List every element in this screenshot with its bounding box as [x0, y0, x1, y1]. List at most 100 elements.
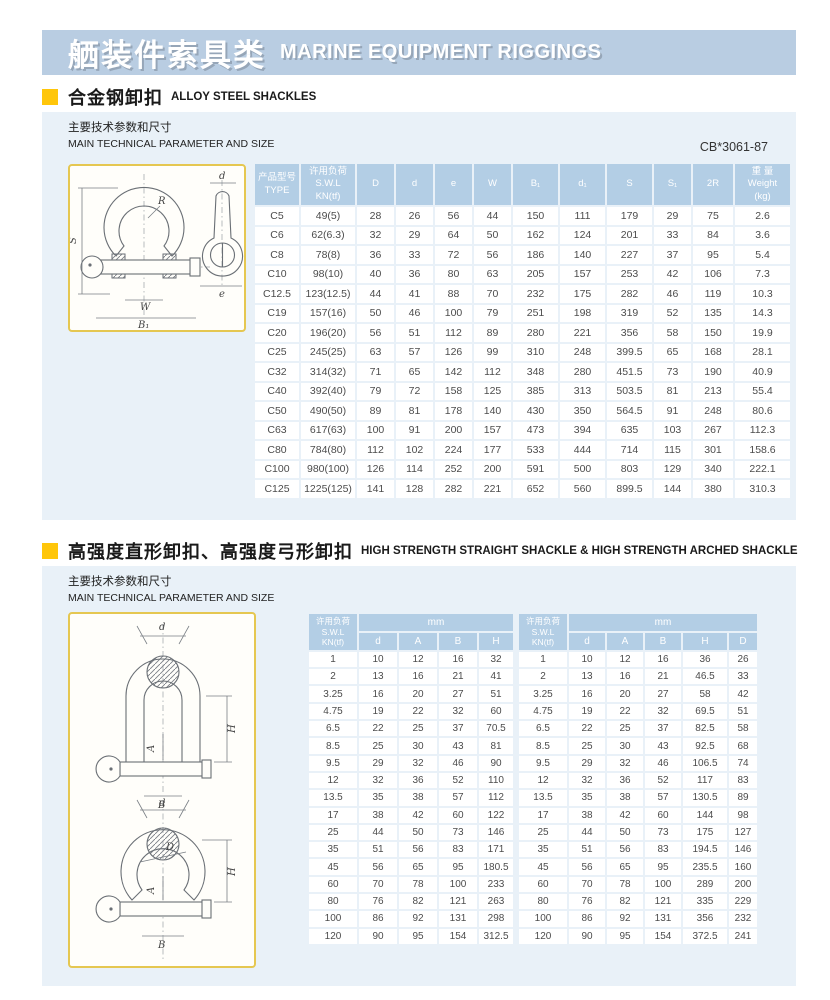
- col-W: W: [474, 164, 511, 206]
- table-cell: 30: [399, 738, 437, 754]
- section2-title-zh: 高强度直形卸扣、高强度弓形卸扣: [68, 542, 353, 562]
- table-cell: 444: [560, 441, 605, 459]
- table-cell: 57: [439, 790, 477, 806]
- table-cell: 430: [513, 402, 558, 420]
- table-cell: 157(16): [301, 304, 355, 323]
- table-cell: 36: [357, 246, 394, 264]
- table-cell: 356: [683, 911, 727, 927]
- table-cell: 503.5: [607, 382, 652, 401]
- table-cell: 36: [396, 265, 433, 284]
- col-swl-en: S.W.L: [315, 178, 341, 190]
- table-cell: 3.6: [735, 226, 790, 245]
- table-cell: 83: [439, 842, 477, 858]
- table-cell: 72: [396, 382, 433, 401]
- table-row: 2 13 16 21 41: [309, 669, 513, 685]
- table-cell: 314(32): [301, 363, 355, 381]
- table-cell: C50: [255, 402, 299, 420]
- table-cell: 144: [683, 807, 727, 823]
- table-cell: 12: [607, 651, 643, 668]
- table-cell: 50: [357, 304, 394, 323]
- standard-code: CB*3061-87: [699, 140, 768, 154]
- table-row: C80 784(80) 112 102 224 177 533 444 714 115 301 158…: [255, 441, 790, 459]
- table-cell: 51: [396, 324, 433, 342]
- table-cell: 36: [607, 772, 643, 789]
- table-cell: 82: [399, 894, 437, 910]
- table-cell: 56: [607, 842, 643, 858]
- col-2R: 2R: [693, 164, 733, 206]
- table-cell: 112.3: [735, 421, 790, 440]
- table-cell: 1: [519, 651, 567, 668]
- table-cell: 46.5: [683, 669, 727, 685]
- col-B: B: [645, 632, 681, 650]
- table-cell: 114: [396, 460, 433, 479]
- table-cell: 289: [683, 876, 727, 893]
- table-cell: 224: [435, 441, 472, 459]
- table-cell: C80: [255, 441, 299, 459]
- table-cell: 82: [607, 894, 643, 910]
- table-cell: 95: [645, 859, 681, 875]
- table-cell: 65: [396, 363, 433, 381]
- table-cell: 9.5: [519, 755, 567, 771]
- table-cell: C6: [255, 226, 299, 245]
- col-swl-unit: KN(tf): [315, 190, 341, 202]
- table-cell: 70.5: [479, 721, 513, 737]
- col-S1: S₁: [654, 164, 691, 206]
- table-cell: 121: [645, 894, 681, 910]
- table-cell: 301: [693, 441, 733, 459]
- table-cell: 13: [569, 669, 605, 685]
- table-cell: 119: [693, 285, 733, 303]
- table-cell: 33: [729, 669, 757, 685]
- table-cell: 200: [474, 460, 511, 479]
- table-cell: 56: [399, 842, 437, 858]
- table-cell: 79: [357, 382, 394, 401]
- table-cell: 37: [645, 721, 681, 737]
- table-cell: 10.3: [735, 285, 790, 303]
- table-cell: C40: [255, 382, 299, 401]
- table-cell: 196(20): [301, 324, 355, 342]
- table-cell: 392(40): [301, 382, 355, 401]
- table-cell: 490(50): [301, 402, 355, 420]
- table-cell: 27: [645, 686, 681, 702]
- table-cell: 44: [569, 824, 605, 841]
- table-cell: 79: [474, 304, 511, 323]
- table-cell: 56: [474, 246, 511, 264]
- table-cell: 126: [357, 460, 394, 479]
- dim-label-r: R: [157, 196, 166, 207]
- table-cell: 100: [309, 911, 357, 927]
- table-cell: 33: [396, 246, 433, 264]
- banner-title-zh: 舾装件索具类: [68, 38, 266, 73]
- col-B: B: [439, 632, 477, 650]
- table-cell: 28.1: [735, 343, 790, 362]
- table-row: 13.5 35 38 57 112: [309, 790, 513, 806]
- alloy-shackle-table: 产品型号 TYPE 许用负荷 S.W.L KN(tf) D d e W B₁ d…: [253, 162, 792, 500]
- table-cell: 30: [607, 738, 643, 754]
- page-banner: 舾装件索具类 MARINE EQUIPMENT RIGGINGS: [42, 30, 796, 75]
- table-cell: 44: [359, 824, 397, 841]
- table-cell: 73: [654, 363, 691, 381]
- table-cell: 4.75: [309, 703, 357, 720]
- col-e: e: [435, 164, 472, 206]
- table-cell: 12: [519, 772, 567, 789]
- table-cell: 45: [519, 859, 567, 875]
- table-row: C63 617(63) 100 91 200 157 473 394 635 103 267 112.…: [255, 421, 790, 440]
- col-swl: 许用负荷 S.W.L KN(tf): [519, 614, 567, 650]
- table-row: 100 86 92 131 298: [309, 911, 513, 927]
- table-cell: 103: [654, 421, 691, 440]
- table-cell: 92: [399, 911, 437, 927]
- table-cell: 50: [474, 226, 511, 245]
- table-cell: 92.5: [683, 738, 727, 754]
- table-cell: 32: [399, 755, 437, 771]
- table-cell: 141: [357, 480, 394, 498]
- table-cell: 12: [309, 772, 357, 789]
- section1-title-zh: 合金钢卸扣: [68, 88, 163, 108]
- table-cell: 32: [359, 772, 397, 789]
- table-cell: 81: [396, 402, 433, 420]
- table-cell: 227: [607, 246, 652, 264]
- table-cell: 100: [439, 876, 477, 893]
- parameters-label-zh: 主要技术参数和尺寸: [68, 576, 172, 588]
- table-cell: 46: [654, 285, 691, 303]
- table-cell: 80.6: [735, 402, 790, 420]
- dim-label-d: d: [219, 171, 225, 182]
- table-cell: 57: [396, 343, 433, 362]
- dim-label-s: S: [70, 237, 79, 244]
